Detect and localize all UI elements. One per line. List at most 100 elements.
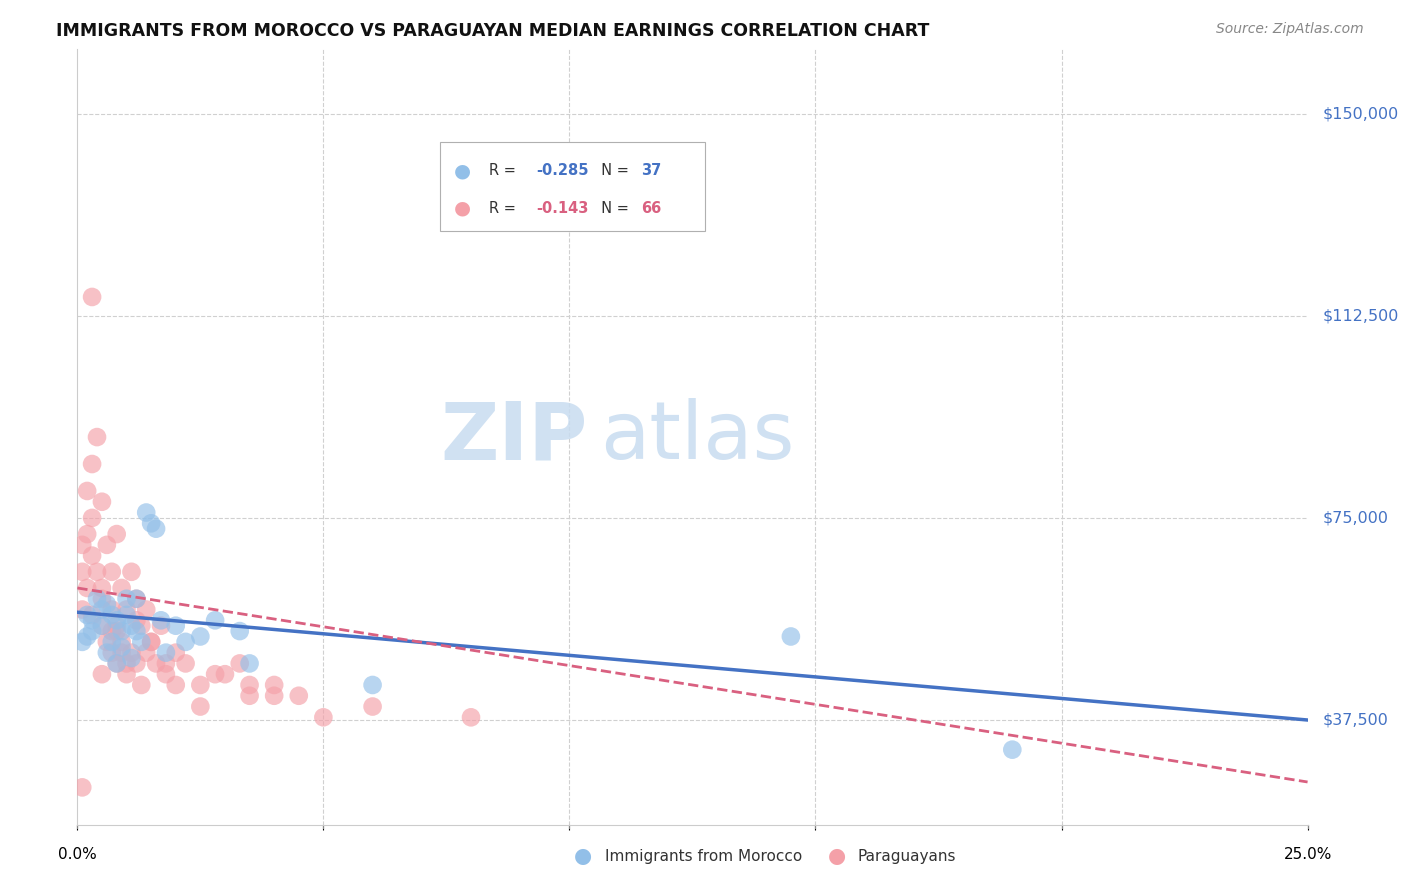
Point	[239, 689, 262, 703]
Point	[165, 646, 187, 660]
Point	[1001, 742, 1024, 756]
Point	[70, 565, 93, 579]
Point	[228, 657, 252, 671]
Point	[115, 667, 138, 681]
Point	[90, 494, 114, 508]
Point	[188, 699, 212, 714]
Point	[82, 511, 104, 525]
Text: ●: ●	[454, 199, 471, 218]
Point	[76, 483, 98, 498]
Point	[70, 635, 93, 649]
Point	[111, 581, 132, 595]
Text: R =: R =	[489, 163, 522, 178]
Point	[129, 618, 153, 632]
Point	[105, 613, 128, 627]
Point	[141, 516, 163, 531]
Text: ●: ●	[828, 847, 845, 866]
Point	[70, 602, 93, 616]
Point	[111, 646, 132, 660]
Point	[228, 624, 252, 639]
Point	[90, 591, 114, 606]
Point	[239, 657, 262, 671]
Point	[150, 618, 173, 632]
Text: Immigrants from Morocco: Immigrants from Morocco	[605, 849, 801, 863]
Text: ●: ●	[575, 847, 592, 866]
Point	[96, 538, 118, 552]
Point	[174, 635, 197, 649]
Point	[76, 607, 98, 622]
Point	[125, 624, 148, 639]
Text: 37: 37	[641, 163, 661, 178]
Text: N =: N =	[592, 163, 633, 178]
Text: $112,500: $112,500	[1323, 309, 1399, 323]
Point	[105, 527, 128, 541]
Point	[145, 657, 167, 671]
Point	[115, 591, 138, 606]
Point	[460, 710, 482, 724]
Point	[82, 290, 104, 304]
Point	[155, 667, 177, 681]
Point	[361, 699, 384, 714]
Text: 0.0%: 0.0%	[58, 847, 97, 862]
Point	[174, 657, 197, 671]
Point	[155, 657, 177, 671]
Point	[96, 646, 118, 660]
Point	[135, 506, 157, 520]
Point	[125, 591, 148, 606]
Point	[101, 607, 124, 622]
Point	[145, 522, 167, 536]
Point	[188, 678, 212, 692]
Point	[82, 607, 104, 622]
Point	[105, 657, 128, 671]
Point	[90, 581, 114, 595]
Point	[90, 602, 114, 616]
Text: $37,500: $37,500	[1323, 713, 1388, 728]
Text: R =: R =	[489, 201, 522, 216]
Point	[150, 613, 173, 627]
Point	[105, 618, 128, 632]
Text: ZIP: ZIP	[440, 398, 588, 476]
Point	[155, 646, 177, 660]
Point	[115, 607, 138, 622]
Point	[101, 635, 124, 649]
Text: $150,000: $150,000	[1323, 106, 1399, 121]
Point	[101, 646, 124, 660]
Point	[101, 624, 124, 639]
Text: atlas: atlas	[600, 398, 794, 476]
Point	[82, 549, 104, 563]
Point	[263, 678, 285, 692]
Point	[115, 657, 138, 671]
Point	[204, 667, 226, 681]
Point	[70, 538, 93, 552]
Point	[101, 602, 124, 616]
Point	[361, 678, 384, 692]
Point	[125, 657, 148, 671]
Bar	[440, 142, 704, 231]
Text: $75,000: $75,000	[1323, 510, 1388, 525]
Point	[90, 618, 114, 632]
Point	[135, 602, 157, 616]
Point	[165, 618, 187, 632]
Point	[111, 624, 132, 639]
Point	[86, 591, 108, 606]
Point	[204, 613, 226, 627]
Text: Paraguayans: Paraguayans	[858, 849, 956, 863]
Point	[188, 630, 212, 644]
Text: 25.0%: 25.0%	[1284, 847, 1331, 862]
Point	[129, 635, 153, 649]
Point	[90, 618, 114, 632]
Text: N =: N =	[592, 201, 633, 216]
Text: -0.143: -0.143	[536, 201, 589, 216]
Point	[111, 640, 132, 655]
Point	[125, 613, 148, 627]
Point	[82, 624, 104, 639]
Point	[135, 646, 157, 660]
Point	[82, 457, 104, 471]
Point	[90, 667, 114, 681]
Point	[96, 635, 118, 649]
Text: IMMIGRANTS FROM MOROCCO VS PARAGUAYAN MEDIAN EARNINGS CORRELATION CHART: IMMIGRANTS FROM MOROCCO VS PARAGUAYAN ME…	[56, 22, 929, 40]
Point	[312, 710, 335, 724]
Point	[105, 657, 128, 671]
Point	[86, 430, 108, 444]
Point	[121, 618, 143, 632]
